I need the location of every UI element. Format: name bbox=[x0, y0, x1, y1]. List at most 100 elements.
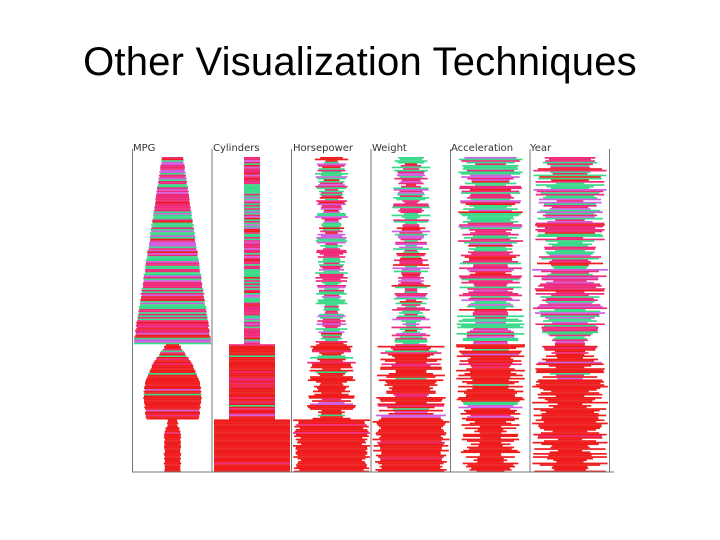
glyph-stripe bbox=[535, 368, 605, 370]
glyph-stripe bbox=[372, 421, 450, 423]
glyph-stripe bbox=[229, 416, 275, 418]
glyph-stripe bbox=[244, 310, 260, 313]
glyph-stripe bbox=[147, 254, 198, 257]
glyph-stripe bbox=[244, 294, 260, 297]
glyph-stripe bbox=[466, 411, 515, 414]
glyph-stripe bbox=[551, 390, 589, 393]
glyph-stripe bbox=[296, 465, 367, 468]
glyph-stripe bbox=[310, 345, 353, 348]
glyph-stripe bbox=[301, 443, 362, 446]
glyph-stripe bbox=[533, 169, 607, 172]
glyph-stripe bbox=[547, 457, 593, 460]
glyph-stripe bbox=[320, 317, 343, 319]
glyph-stripe bbox=[396, 317, 426, 319]
glyph-stripe bbox=[533, 189, 607, 191]
glyph-stripe bbox=[470, 296, 511, 298]
glyph-stripe bbox=[396, 174, 426, 177]
glyph-stripe bbox=[377, 441, 445, 444]
glyph-stripe bbox=[324, 294, 339, 297]
glyph-stripe bbox=[542, 329, 598, 332]
glyph-stripe bbox=[391, 166, 431, 169]
glyph-stripe bbox=[550, 166, 590, 169]
glyph-stripe bbox=[400, 238, 422, 241]
glyph-stripe bbox=[164, 347, 181, 350]
glyph-stripe bbox=[229, 365, 275, 367]
glyph-stripe bbox=[244, 251, 260, 254]
glyph-stripe bbox=[473, 283, 508, 286]
glyph-stripe bbox=[139, 312, 206, 314]
glyph-stripe bbox=[392, 355, 430, 358]
glyph-stripe bbox=[472, 313, 509, 316]
glyph-stripe bbox=[395, 302, 427, 305]
glyph-stripe bbox=[470, 232, 511, 234]
glyph-stripe bbox=[295, 438, 368, 441]
glyph-stripe bbox=[466, 368, 515, 370]
glyph-stripe bbox=[540, 409, 600, 412]
glyph-stripe bbox=[149, 245, 196, 247]
glyph-stripe bbox=[317, 233, 346, 236]
glyph-stripe bbox=[316, 323, 347, 326]
glyph-stripe bbox=[214, 467, 290, 470]
glyph-stripe bbox=[378, 419, 444, 422]
glyph-stripe bbox=[244, 301, 260, 303]
glyph-stripe bbox=[145, 414, 200, 417]
glyph-stripe bbox=[547, 333, 593, 335]
glyph-stripe bbox=[244, 161, 260, 164]
glyph-stripe bbox=[458, 171, 523, 174]
glyph-stripe bbox=[460, 213, 521, 215]
glyph-stripe bbox=[459, 286, 522, 289]
glyph-stripe bbox=[325, 246, 338, 249]
glyph-stripe bbox=[229, 366, 275, 369]
glyph-stripe bbox=[470, 414, 511, 417]
glyph-stripe bbox=[469, 205, 512, 207]
glyph-stripe bbox=[536, 235, 604, 238]
glyph-stripe bbox=[164, 440, 181, 442]
glyph-stripe bbox=[322, 205, 342, 207]
glyph-stripe bbox=[324, 189, 339, 191]
glyph-stripe bbox=[394, 177, 428, 180]
glyph-stripe bbox=[400, 165, 422, 167]
glyph-stripe bbox=[145, 264, 200, 266]
glyph-stripe bbox=[244, 273, 260, 276]
glyph-stripe bbox=[319, 273, 344, 276]
glyph-stripe bbox=[148, 374, 197, 377]
glyph-stripe bbox=[380, 427, 442, 430]
glyph-stripe bbox=[394, 286, 428, 289]
glyph-stripe bbox=[375, 469, 447, 471]
glyph-stripe bbox=[142, 286, 203, 289]
glyph-stripe bbox=[473, 289, 508, 292]
glyph-stripe bbox=[464, 347, 517, 350]
glyph-stripe bbox=[401, 278, 421, 281]
glyph-stripe bbox=[317, 214, 346, 217]
glyph-stripe bbox=[456, 369, 525, 372]
glyph-stripe bbox=[322, 267, 341, 270]
glyph-stripe bbox=[244, 283, 260, 286]
glyph-stripe bbox=[316, 293, 347, 295]
glyph-stripe bbox=[142, 283, 203, 286]
glyph-stripe bbox=[313, 390, 350, 393]
glyph-stripe bbox=[398, 209, 424, 212]
glyph-stripe bbox=[298, 422, 365, 425]
glyph-stripe bbox=[229, 411, 275, 414]
glyph-stripe bbox=[466, 382, 515, 385]
slide-title: Other Visualization Techniques bbox=[83, 40, 637, 84]
glyph-stripe bbox=[532, 269, 608, 271]
glyph-stripe bbox=[472, 235, 509, 238]
glyph-stripe bbox=[402, 224, 420, 226]
glyph-stripe bbox=[214, 432, 290, 434]
glyph-stripe bbox=[318, 168, 345, 170]
glyph-stripe bbox=[316, 237, 347, 239]
glyph-stripe bbox=[151, 224, 194, 226]
glyph-stripe bbox=[405, 321, 416, 324]
glyph-stripe bbox=[545, 160, 595, 162]
glyph-stripe bbox=[548, 405, 592, 407]
glyph-stripe bbox=[244, 323, 260, 326]
glyph-stripe bbox=[544, 227, 596, 230]
column-label-mpg: MPG bbox=[133, 143, 156, 154]
glyph-stripe bbox=[465, 395, 516, 398]
glyph-stripe bbox=[244, 213, 260, 215]
glyph-stripe bbox=[537, 305, 603, 308]
glyph-stripe bbox=[311, 350, 352, 353]
glyph-stripe bbox=[542, 328, 598, 330]
glyph-stripe bbox=[552, 339, 588, 342]
